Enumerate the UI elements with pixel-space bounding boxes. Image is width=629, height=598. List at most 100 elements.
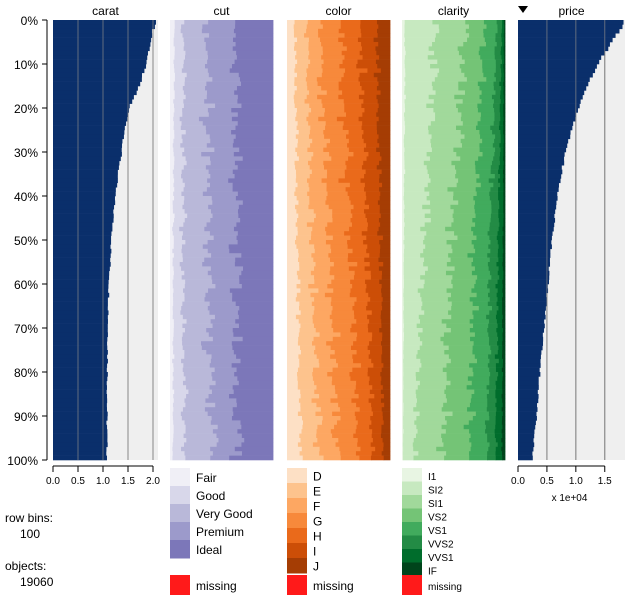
category-segment-si2 — [403, 402, 417, 408]
category-segment-si1 — [427, 182, 458, 188]
category-segment-good — [173, 174, 182, 179]
category-segment-vvs1 — [497, 376, 504, 382]
category-segment-e — [302, 455, 324, 461]
category-segment-premium — [210, 138, 235, 144]
legend-swatch — [402, 562, 422, 577]
category-segment-vs1 — [475, 169, 492, 175]
category-segment-vs1 — [470, 336, 490, 342]
category-segment-fair — [170, 244, 175, 250]
category-segment-e — [294, 99, 305, 104]
category-segment-si2 — [404, 178, 431, 184]
category-segment-si2 — [403, 420, 415, 426]
category-segment-i — [367, 244, 381, 250]
category-segment-h — [350, 235, 367, 241]
category-segment-i — [361, 125, 378, 131]
category-segment-i1 — [402, 266, 405, 272]
category-segment-h — [359, 455, 372, 461]
x-tick-label: 0.5 — [540, 476, 554, 487]
category-segment-vvs2 — [494, 174, 501, 179]
category-segment-i — [369, 376, 382, 382]
category-segment-h — [342, 90, 365, 96]
category-segment-vvs1 — [497, 248, 504, 254]
category-segment-good — [174, 77, 186, 82]
category-segment-vvs2 — [493, 156, 500, 162]
value-bar — [53, 297, 108, 302]
category-segment-i — [373, 363, 384, 368]
category-segment-premium — [215, 284, 243, 289]
category-segment-si1 — [426, 165, 456, 170]
category-segment-h — [360, 446, 376, 452]
category-segment-i — [363, 160, 380, 166]
category-segment-vs2 — [456, 103, 478, 109]
category-segment-vvs2 — [492, 143, 500, 148]
value-bar — [53, 455, 107, 461]
category-segment-good — [172, 341, 183, 346]
category-segment-si2 — [403, 112, 436, 118]
column-cut — [170, 20, 274, 595]
category-segment-very-good — [181, 244, 204, 250]
category-segment-ideal — [241, 253, 274, 258]
value-bar — [518, 77, 590, 82]
category-segment-e — [295, 134, 310, 140]
category-segment-vvs2 — [495, 59, 503, 65]
value-bar — [518, 253, 551, 258]
category-segment-very-good — [183, 222, 207, 228]
category-segment-j — [378, 218, 391, 223]
category-segment-fair — [170, 420, 174, 426]
category-segment-h — [350, 345, 369, 351]
category-segment-premium — [207, 270, 242, 276]
category-segment-good — [174, 33, 183, 38]
category-segment-if — [502, 266, 506, 272]
category-segment-vvs1 — [497, 350, 503, 355]
category-segment-ideal — [240, 420, 274, 426]
category-segment-very-good — [185, 55, 209, 60]
category-segment-si1 — [415, 433, 442, 439]
category-segment-premium — [204, 297, 233, 302]
category-segment-si2 — [404, 86, 434, 91]
value-bar — [518, 350, 542, 355]
category-segment-i — [369, 424, 382, 430]
category-segment-j — [376, 112, 391, 118]
category-segment-if — [502, 389, 506, 395]
category-segment-e — [295, 222, 308, 228]
category-segment-premium — [210, 455, 230, 461]
legend-label: H — [313, 530, 322, 544]
category-segment-j — [381, 288, 391, 294]
category-segment-premium — [212, 376, 238, 382]
category-segment-ideal — [232, 143, 274, 148]
category-segment-premium — [215, 103, 242, 109]
category-segment-i1 — [402, 389, 404, 395]
value-bar — [518, 42, 610, 47]
category-segment-f — [320, 407, 341, 412]
category-segment-very-good — [185, 429, 214, 434]
category-segment-premium — [207, 411, 234, 417]
category-segment-f — [314, 380, 333, 386]
category-segment-very-good — [185, 402, 216, 408]
category-segment-g — [327, 191, 349, 197]
category-segment-if — [502, 380, 506, 386]
category-segment-e — [296, 292, 311, 298]
category-segment-j — [378, 257, 391, 263]
value-bar — [53, 301, 108, 307]
category-segment-j — [377, 108, 391, 113]
x-axis-note: x 1e+04 — [552, 493, 588, 504]
category-segment-i — [364, 182, 383, 188]
category-segment-if — [503, 165, 506, 170]
category-segment-good — [173, 328, 186, 333]
category-segment-si1 — [429, 191, 454, 197]
category-segment-very-good — [182, 407, 206, 412]
category-segment-h — [347, 257, 365, 263]
category-segment-i1 — [402, 213, 405, 219]
category-segment-e — [293, 24, 308, 30]
category-segment-ideal — [229, 394, 274, 399]
category-segment-d — [287, 332, 300, 338]
category-segment-e — [298, 130, 311, 135]
category-segment-vs2 — [446, 262, 472, 267]
value-bar — [53, 64, 147, 69]
category-segment-g — [331, 279, 351, 285]
category-segment-i1 — [402, 301, 405, 307]
category-segment-good — [174, 50, 186, 56]
category-segment-f — [311, 301, 332, 307]
category-segment-fair — [170, 204, 174, 210]
category-segment-d — [287, 130, 300, 135]
